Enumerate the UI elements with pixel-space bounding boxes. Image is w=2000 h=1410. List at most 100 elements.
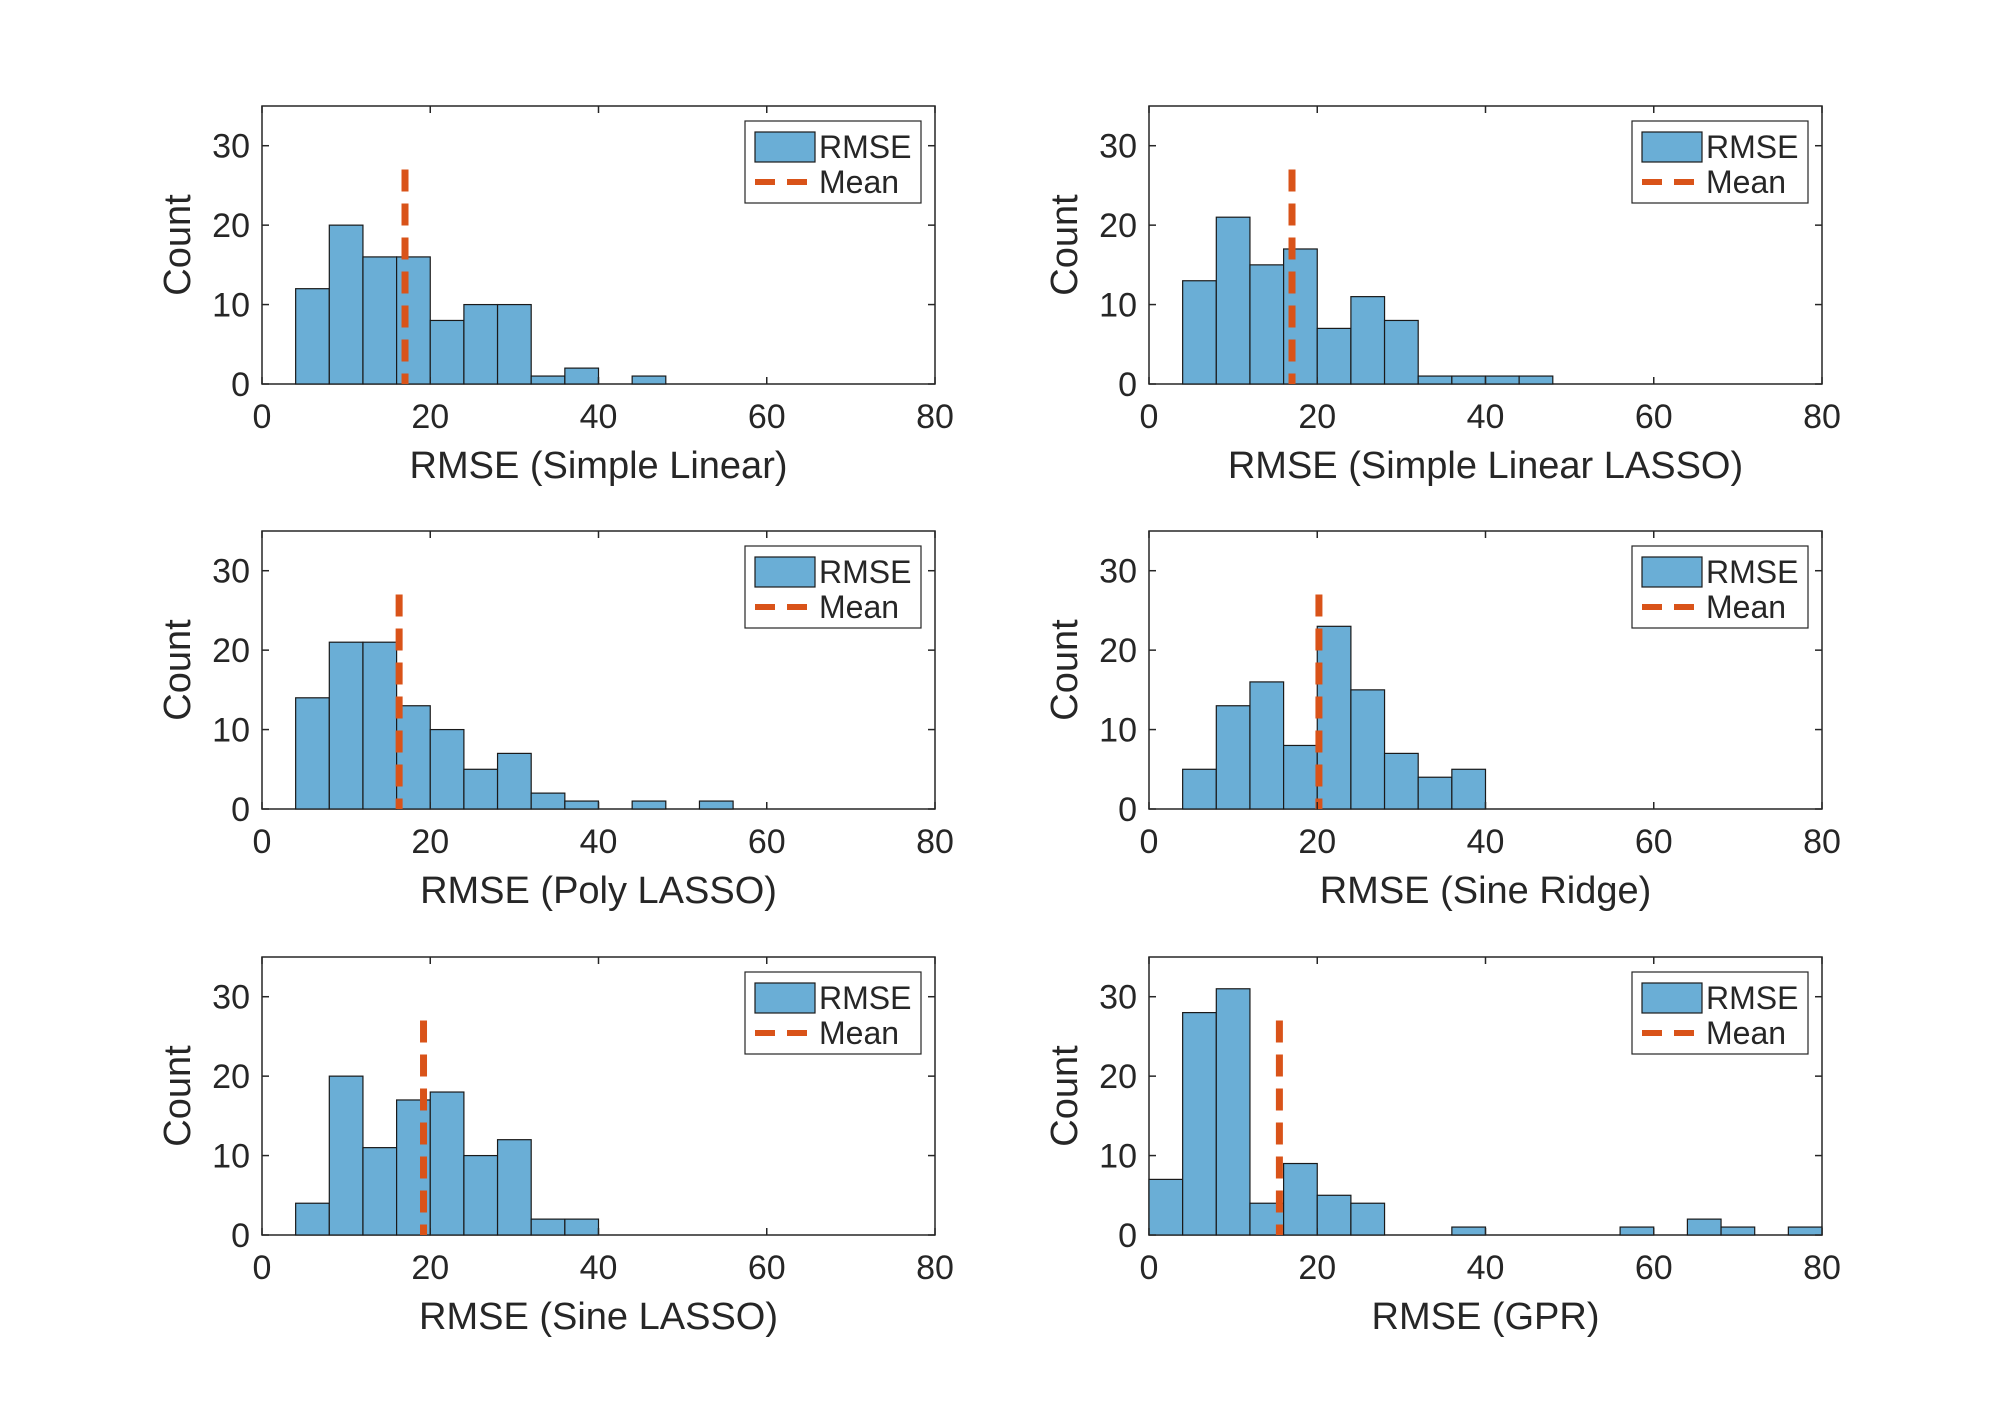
histogram-bar (631, 375, 667, 385)
x-tick-label: 40 (580, 1249, 618, 1287)
legend-swatch-rmse (754, 982, 816, 1014)
histogram-bar (396, 705, 431, 810)
x-tick-label: 80 (916, 398, 954, 436)
histogram-bar (429, 319, 465, 385)
histogram-bar (1148, 1178, 1184, 1236)
x-tick-label: 80 (1803, 1249, 1841, 1287)
x-tick-label: 80 (1803, 398, 1841, 436)
legend-label-mean: Mean (1706, 1015, 1786, 1051)
y-tick-label: 20 (1099, 632, 1137, 670)
x-tick-label: 0 (1140, 1249, 1159, 1287)
histogram-bar (496, 303, 532, 385)
legend-label-mean: Mean (1706, 164, 1786, 200)
histogram-bar (429, 1091, 465, 1236)
legend-swatch-rmse (754, 556, 816, 588)
x-tick-label: 20 (1298, 823, 1336, 861)
histogram-bar (1417, 375, 1453, 385)
x-tick-label: 20 (411, 398, 449, 436)
y-tick-label: 30 (212, 979, 250, 1017)
histogram-bar (1215, 705, 1251, 810)
x-tick-label: 20 (1298, 1249, 1336, 1287)
y-tick-label: 20 (212, 1058, 250, 1096)
histogram-bar (429, 728, 465, 810)
histogram-bar (328, 1075, 364, 1236)
histogram-bar (362, 256, 398, 385)
x-tick-label: 0 (253, 398, 272, 436)
histogram-panel-1: 0 20 40 60 80 0 10 20 30 RMSE (Simple Linear) Coun… (157, 105, 954, 487)
histogram-bar (1383, 752, 1419, 810)
legend-swatch-rmse (754, 131, 816, 163)
y-tick-label: 0 (1118, 366, 1137, 404)
x-tick-label: 20 (411, 1249, 449, 1287)
y-tick-label: 10 (1099, 287, 1137, 325)
x-tick-label: 60 (1635, 1249, 1673, 1287)
histogram-bar (1350, 1202, 1386, 1236)
y-tick-label: 20 (1099, 207, 1137, 245)
y-tick-label: 0 (1118, 791, 1137, 829)
x-tick-label: 0 (1140, 823, 1159, 861)
x-tick-label: 0 (253, 1249, 272, 1287)
x-axis-label: RMSE (GPR) (1372, 1296, 1600, 1338)
histogram-bar (295, 288, 330, 385)
histogram-bar (530, 375, 566, 385)
y-tick-label: 30 (1099, 553, 1137, 591)
histogram-bar (1720, 1226, 1756, 1236)
legend-swatch-rmse (1641, 131, 1703, 163)
histogram-bar (1383, 319, 1419, 385)
histogram-bar (698, 800, 734, 810)
histogram-bar (1619, 1226, 1655, 1236)
histogram-bar (1182, 280, 1217, 385)
x-axis-label: RMSE (Simple Linear LASSO) (1228, 445, 1743, 487)
y-tick-label: 30 (1099, 979, 1137, 1017)
y-tick-label: 0 (1118, 1217, 1137, 1255)
histogram-bar (1686, 1218, 1722, 1236)
histogram-bar (1182, 1011, 1217, 1236)
histogram-bar (463, 768, 499, 810)
y-tick-label: 20 (1099, 1058, 1137, 1096)
histogram-bar (1787, 1226, 1823, 1236)
x-tick-label: 40 (1467, 823, 1505, 861)
x-tick-label: 80 (916, 823, 954, 861)
x-tick-label: 60 (1635, 823, 1673, 861)
x-tick-label: 80 (916, 1249, 954, 1287)
y-axis-label: Count (1044, 194, 1086, 296)
legend-label-mean: Mean (819, 1015, 899, 1051)
y-axis-label: Count (1044, 619, 1086, 721)
x-tick-label: 60 (748, 398, 786, 436)
legend-label-rmse: RMSE (819, 980, 911, 1016)
x-axis-label: RMSE (Sine LASSO) (419, 1296, 778, 1338)
y-tick-label: 10 (212, 287, 250, 325)
y-axis-label: Count (157, 194, 199, 296)
legend-label-rmse: RMSE (1706, 554, 1798, 590)
legend-label-mean: Mean (1706, 589, 1786, 625)
histogram-bar (1282, 744, 1318, 810)
y-tick-label: 10 (1099, 1138, 1137, 1176)
histogram-bar (1282, 1162, 1318, 1236)
histogram-bar (463, 303, 499, 385)
y-tick-label: 30 (212, 128, 250, 166)
x-tick-label: 0 (1140, 398, 1159, 436)
histogram-bar (530, 1218, 566, 1236)
y-axis-label: Count (157, 1045, 199, 1147)
x-tick-label: 0 (253, 823, 272, 861)
y-tick-label: 30 (212, 553, 250, 591)
histogram-panel-3: 0 20 40 60 80 0 10 20 30 RMSE (Poly LASSO) Count RM… (157, 530, 954, 912)
histogram-bar (631, 800, 667, 810)
y-tick-label: 20 (212, 632, 250, 670)
histogram-bar (1451, 375, 1487, 385)
histogram-bar (1215, 216, 1251, 385)
histogram-bar (1316, 1194, 1352, 1236)
histogram-bar (564, 367, 600, 385)
histogram-bar (1182, 768, 1217, 810)
legend-label-mean: Mean (819, 164, 899, 200)
histogram-bar (1350, 689, 1386, 810)
histogram-bar (1249, 681, 1285, 810)
legend-label-mean: Mean (819, 589, 899, 625)
y-tick-label: 0 (231, 791, 250, 829)
histogram-bar (496, 752, 532, 810)
